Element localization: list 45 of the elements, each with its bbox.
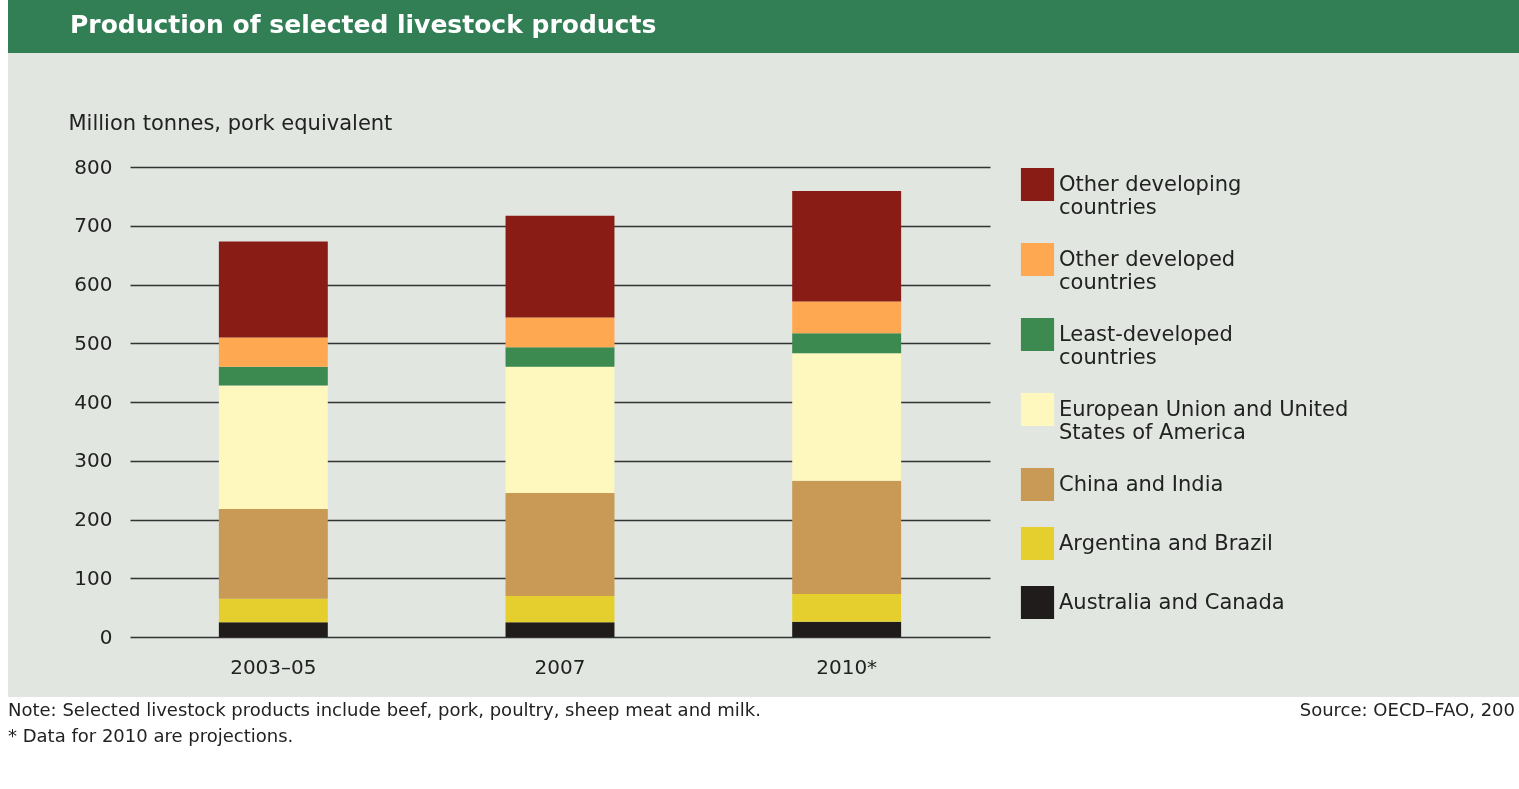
y-tick-label: 200 xyxy=(74,507,113,531)
bar xyxy=(792,353,902,481)
bar xyxy=(505,622,615,637)
text: Note: Selected livestock products include beef, pork, poultry, sheep meat and milk. xyxy=(8,699,761,720)
x-tick-label: 2003–05 xyxy=(230,654,317,679)
y-tick-label: 600 xyxy=(74,272,113,296)
bar xyxy=(505,493,615,596)
bar xyxy=(792,191,902,302)
y-tick-label: 800 xyxy=(74,154,113,179)
bar xyxy=(505,215,615,318)
bar xyxy=(505,317,615,348)
bar xyxy=(218,622,328,637)
x-tick-label: 2010* xyxy=(816,654,878,679)
bar xyxy=(218,241,328,338)
y-tick-label: 500 xyxy=(74,330,113,355)
bar xyxy=(218,366,328,386)
bar xyxy=(505,595,615,623)
bar xyxy=(792,301,902,334)
legend-label: Other developing countries xyxy=(1059,171,1242,219)
bar xyxy=(218,337,328,367)
legend-label: Argentina and Brazil xyxy=(1059,530,1273,555)
x-tick-label: 2007 xyxy=(534,654,586,679)
bar xyxy=(792,480,902,595)
legend-label: Other developed countries xyxy=(1059,246,1236,294)
y-axis-title: Million tonnes, pork equivalent xyxy=(68,110,393,135)
legend-label: Least-developed countries xyxy=(1059,321,1233,369)
chart-title: Production of selected livestock products xyxy=(8,0,1519,53)
source-note: Source: OECD–FAO, 200 xyxy=(1299,698,1515,722)
bar xyxy=(792,594,902,622)
bar xyxy=(792,621,902,637)
legend-label: European Union and United States of America xyxy=(1059,396,1349,444)
y-tick-label: 300 xyxy=(74,448,113,473)
bar xyxy=(505,347,615,367)
bar xyxy=(505,366,615,494)
y-tick-label: 100 xyxy=(74,565,113,590)
legend-label: Australia and Canada xyxy=(1059,589,1285,614)
y-tick-label: 400 xyxy=(74,389,113,414)
bar xyxy=(792,333,902,354)
text: * Data for 2010 are projections. xyxy=(8,724,295,748)
bar xyxy=(218,385,328,509)
bar xyxy=(218,508,328,599)
bar xyxy=(218,598,328,623)
legend-label: China and India xyxy=(1059,471,1224,496)
y-tick-label: 0 xyxy=(99,624,113,649)
y-tick-label: 700 xyxy=(74,213,113,238)
